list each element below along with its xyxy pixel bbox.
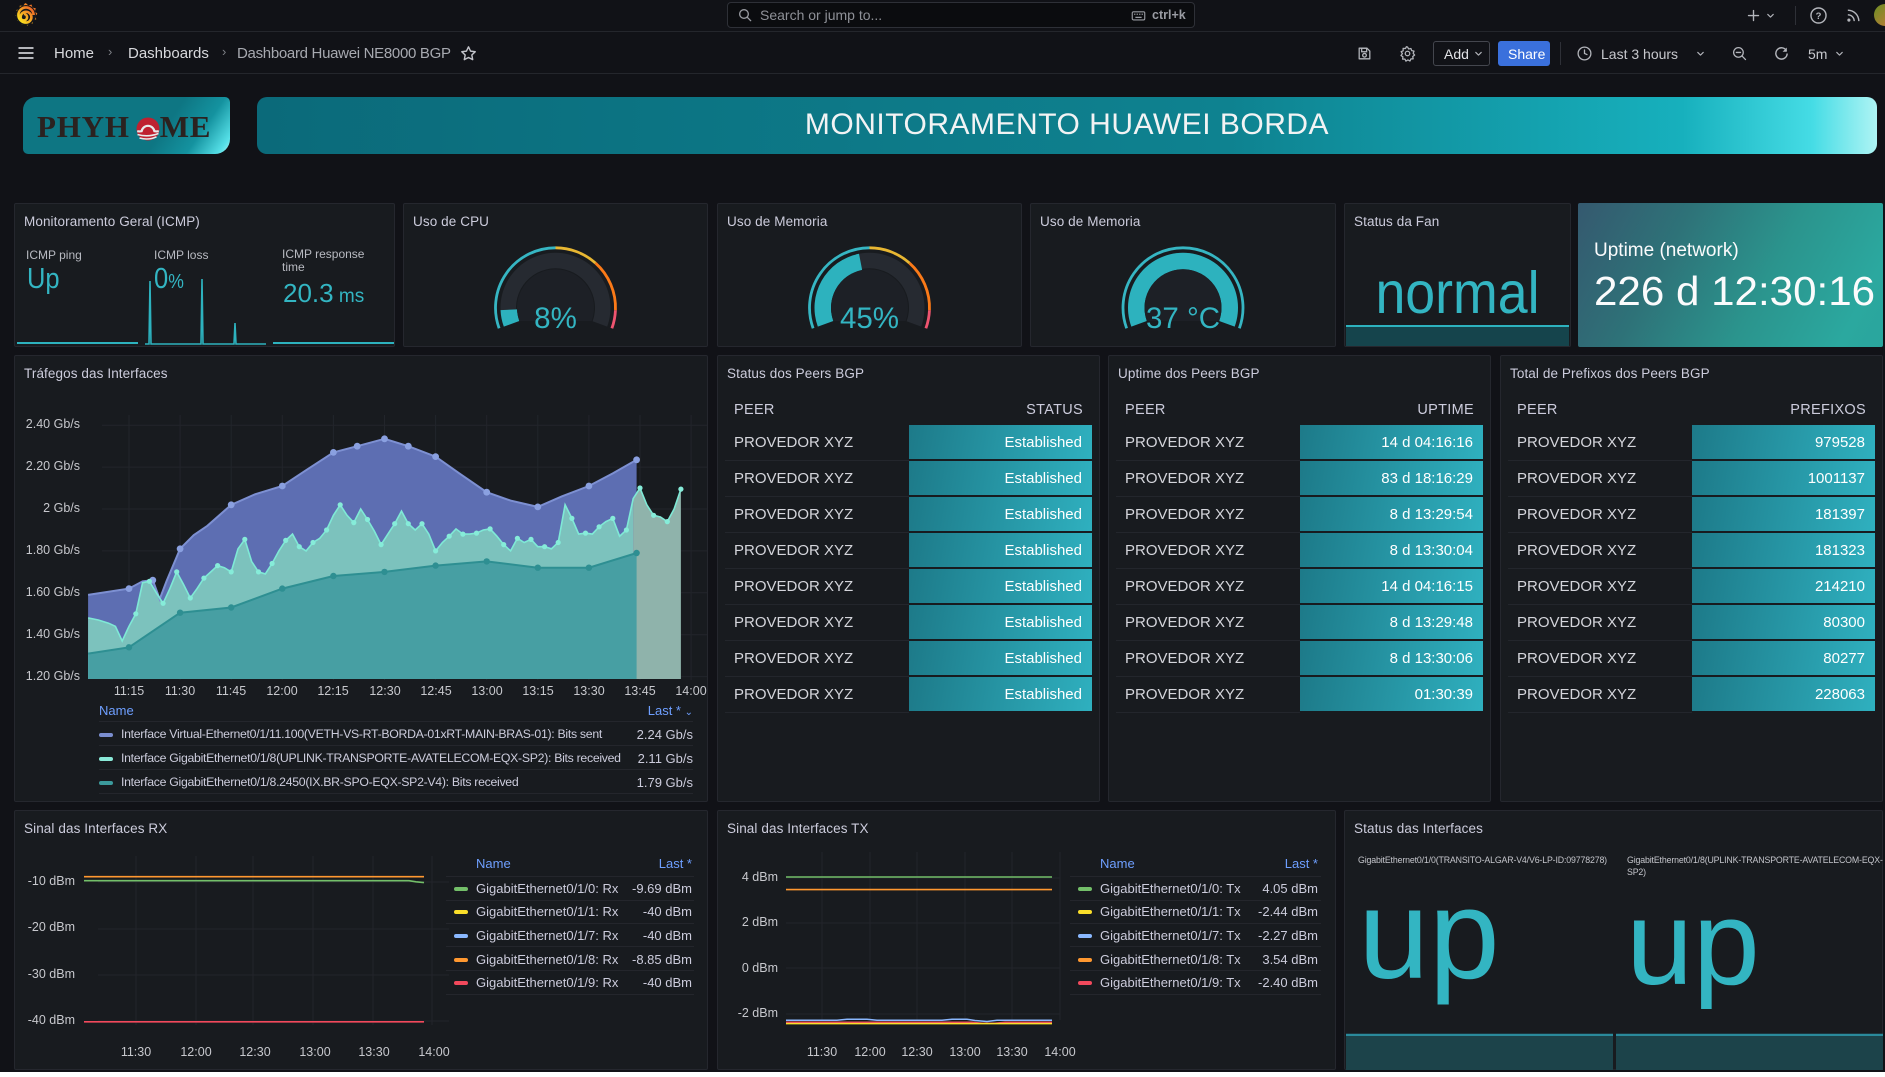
svg-text:8%: 8% [534,302,577,335]
svg-text:37 °C: 37 °C [1146,302,1220,335]
svg-text:45%: 45% [840,302,899,335]
svg-text:?: ? [1816,11,1822,22]
